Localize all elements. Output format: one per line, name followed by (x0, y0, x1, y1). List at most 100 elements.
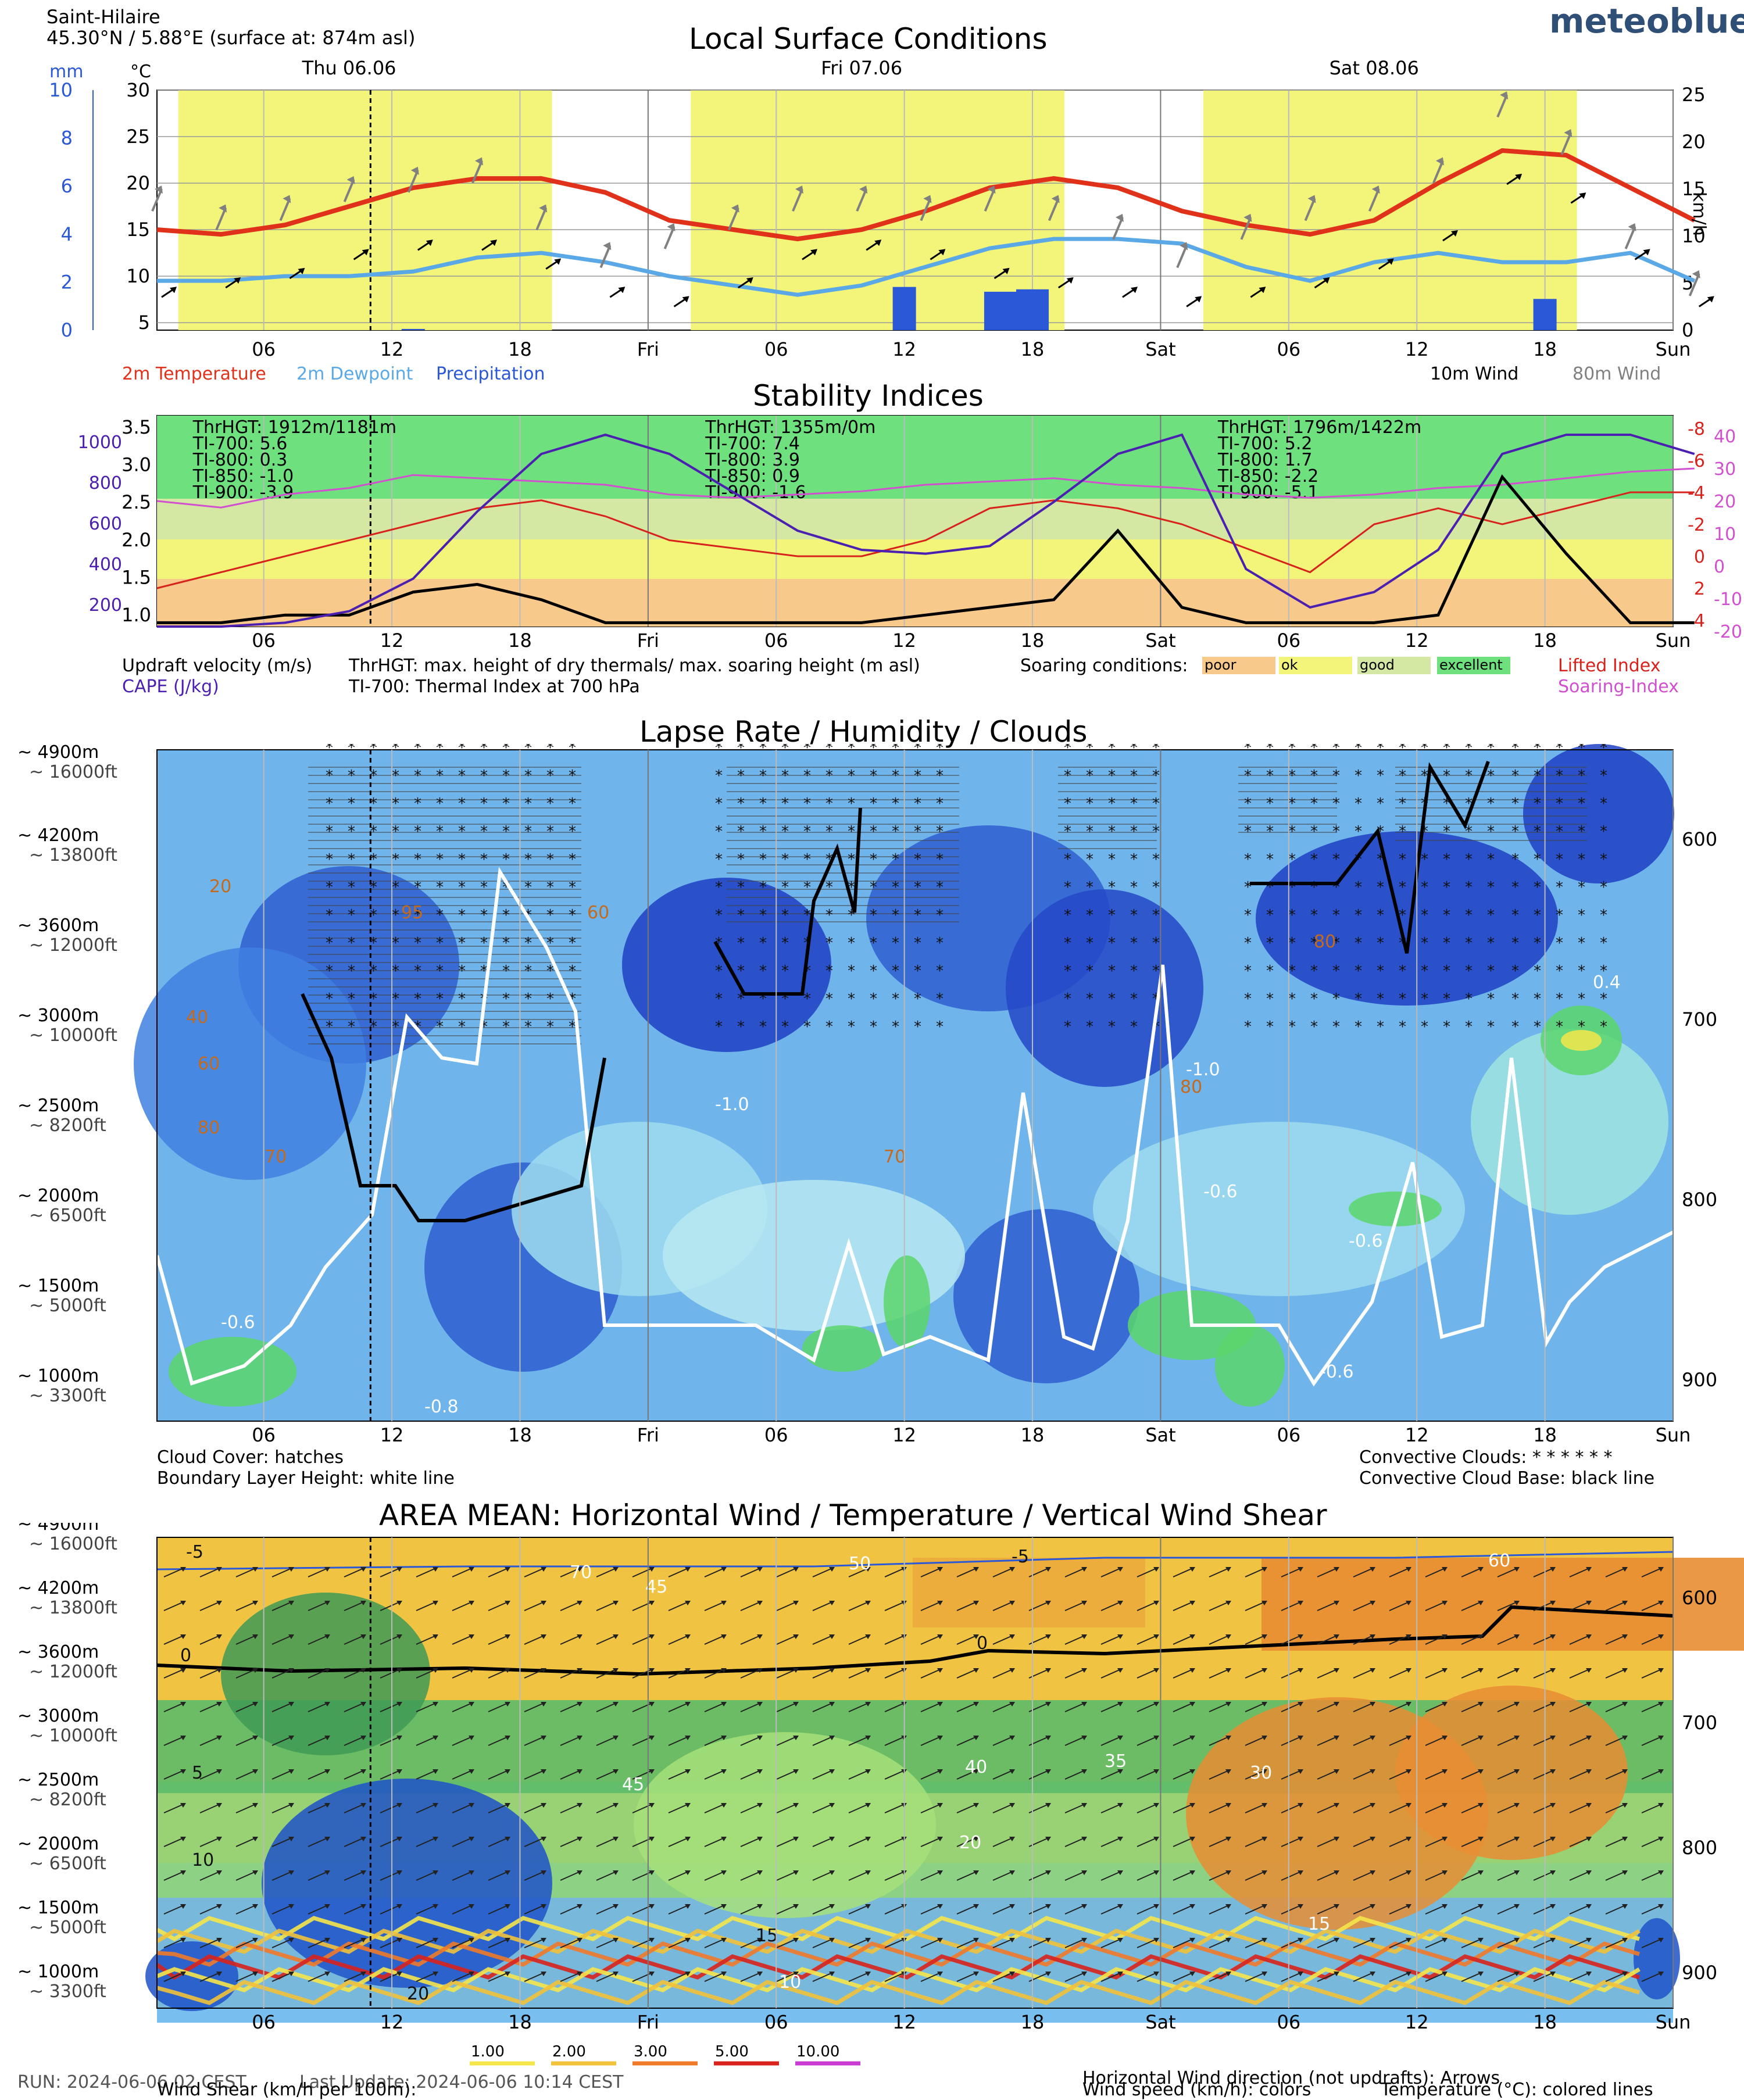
p4-wind-arrow-2346-491 (1353, 1803, 1375, 1813)
p3-convective-star-2-1868-495: * (1086, 1018, 1093, 1036)
p3-convective-star-0-864-63: * (502, 767, 510, 785)
p3-alt-ft-2: ~ 12000ft (29, 935, 117, 956)
p4-wind-arrow-2222-143 (1281, 1601, 1303, 1611)
legend-cloud-cover: Cloud Cover: hatches (157, 1447, 344, 1468)
p3-convective-star-4-2714-63: * (1578, 767, 1585, 785)
p4-wind-head-300-607 (180, 1870, 186, 1875)
p4-wind-arrow-2594-85 (1497, 1567, 1519, 1577)
p4-wind-arrow-548-607 (308, 1870, 330, 1881)
p4-wind-arrow-2098-433 (1209, 1769, 1231, 1780)
p3-convective-star-0-598-207: * (348, 851, 355, 868)
p3-convective-star-0-864-399: * (502, 963, 510, 980)
p3-humidity-field-4 (1006, 889, 1203, 1087)
p4-wind-head-2594-201 (1514, 1634, 1520, 1639)
p4-alt-ft-5: ~ 6500ft (29, 1854, 106, 1874)
p4-wind-head-2470-85 (1442, 1567, 1448, 1572)
p4-shear-level-3: 5.00 (715, 2043, 749, 2060)
p4-wind-arrow-858-549 (488, 1837, 510, 1847)
p4-wind-head-1044-607 (613, 1870, 619, 1875)
p3-convective-star-2-1830-63: * (1064, 767, 1071, 785)
p4-wind-arrow-1478-143 (848, 1601, 870, 1611)
p3-convective-star-0-864-447: * (502, 990, 510, 1008)
p1-wind80-arrow-12 (920, 198, 932, 221)
p1-wind80-head-21 (1500, 91, 1509, 100)
p3-convective-star-2-1982-255: * (1152, 879, 1160, 896)
p4-wind-head-672-781 (396, 1972, 402, 1976)
p2-si-tick-3: 10 (1714, 524, 1736, 545)
p4-wind-head-1106-781 (649, 1972, 655, 1976)
p4-wind-head-672-723 (396, 1938, 402, 1942)
p4-wind-head-2470-375 (1442, 1736, 1448, 1740)
p4-wind-head-2470-665 (1442, 1904, 1448, 1909)
p3-convective-star-2-1906-495: * (1108, 1018, 1116, 1036)
p4-wind-head-2346-259 (1370, 1668, 1375, 1673)
p3-convective-star-4-2752-63: * (1600, 767, 1607, 785)
meteoblue-logo[interactable]: meteoblue (1549, 1, 1744, 41)
p4-wind-head-1478-781 (865, 1972, 871, 1976)
p4-wind-head-2098-375 (1225, 1736, 1231, 1740)
p4-wind-arrow-2284-143 (1317, 1601, 1339, 1611)
p1-daylight-band-0 (178, 90, 552, 330)
p4-wind-head-2656-723 (1550, 1938, 1556, 1942)
p3-convective-star-3-2330-111: * (1355, 795, 1362, 813)
p2-soaring-band-0 (157, 416, 1673, 499)
p4-temp-label-1: -5 (1012, 1547, 1029, 1567)
p4-wind-arrow-362-491 (199, 1803, 221, 1813)
p4-wind-head-2718-723 (1586, 1938, 1592, 1942)
p3-convective-star-0-902-159: * (524, 823, 532, 840)
p4-wind-arrow-1168-549 (668, 1837, 690, 1847)
p3-convective-star-1-1534-111: * (892, 795, 899, 813)
p3-convective-star-0-978-255: * (569, 879, 576, 896)
p3-convective-star-0-788-255: * (458, 879, 466, 896)
p3-convective-star-0-560-447: * (326, 990, 333, 1008)
p3-convective-star-3-2558-399: * (1487, 963, 1495, 980)
p4-wind-head-424-317 (252, 1702, 258, 1707)
p4-wind-head-1850-259 (1081, 1668, 1087, 1673)
p3-convective-star-4-2600-111: * (1511, 795, 1519, 813)
p4-wind-head-734-723 (433, 1938, 438, 1942)
p4-wind-arrow-1664-375 (956, 1736, 978, 1746)
p4-wind-arrow-1478-723 (848, 1938, 870, 1948)
lapse-rate-chart: ****************************************… (17, 744, 1717, 1446)
p4-wind-head-920-317 (541, 1702, 546, 1707)
p4-wind-arrow-920-259 (524, 1668, 546, 1679)
p4-wind-head-672-491 (396, 1803, 402, 1808)
p4-wind-head-2780-201 (1622, 1634, 1628, 1639)
p3-convective-star-1-1496-207: * (870, 851, 877, 868)
p3-convective-star-2-1982-207: * (1152, 851, 1160, 868)
p4-wind-arrow-1478-549 (848, 1837, 870, 1847)
p3-convective-star-0-712-207: * (414, 851, 421, 868)
p3-convective-star-1-1306-255: * (759, 879, 767, 896)
p4-wind-head-1602-317 (937, 1702, 943, 1707)
p1-wind80-arrow-5 (471, 160, 483, 184)
p4-wind-arrow-982-85 (560, 1567, 582, 1577)
p3-contour-label-12: 70 (265, 1147, 287, 1167)
p4-wind-head-300-433 (180, 1769, 186, 1774)
p4-wind-arrow-2346-85 (1353, 1567, 1375, 1577)
p3-convective-star-0-864-303: * (502, 907, 510, 924)
p4-speed-band-4 (913, 1558, 1145, 1627)
p4-wind-arrow-2098-491 (1209, 1803, 1231, 1813)
p4-wind-head-2408-607 (1406, 1870, 1411, 1875)
p4-wind-head-610-549 (360, 1837, 366, 1841)
p3-convective-star-1-1420-63: * (825, 767, 833, 785)
p4-wind-head-2160-781 (1261, 1972, 1267, 1976)
p4-wind-arrow-2346-781 (1353, 1972, 1375, 1982)
p3-convective-star-0-940-63: * (546, 767, 554, 785)
p4-wind-head-1292-549 (757, 1837, 763, 1841)
p4-wind-head-1788-491 (1045, 1803, 1051, 1808)
p4-wind-arrow-2842-607 (1641, 1870, 1663, 1881)
p4-wind-arrow-734-375 (416, 1736, 438, 1746)
p4-wind-arrow-2036-491 (1173, 1803, 1195, 1813)
p4-wind-arrow-1044-375 (596, 1736, 618, 1746)
p4-wind-arrow-2780-665 (1605, 1904, 1627, 1915)
p1-mm-tick-4: 2 (61, 271, 73, 293)
p3-convective-star-1-1230-399: * (715, 963, 723, 980)
p3-convective-star-0-788-207: * (458, 851, 466, 868)
p1-wind80-head-13 (987, 185, 996, 194)
p2-time-label-3: Fri (637, 629, 659, 652)
p3-convective-star-4-2752-111: * (1600, 795, 1607, 813)
p4-wind-arrow-1664-549 (956, 1837, 978, 1847)
p3-convective-star-0-674-351: * (392, 935, 399, 952)
legend-updraft: Updraft velocity (m/s) (122, 656, 313, 676)
